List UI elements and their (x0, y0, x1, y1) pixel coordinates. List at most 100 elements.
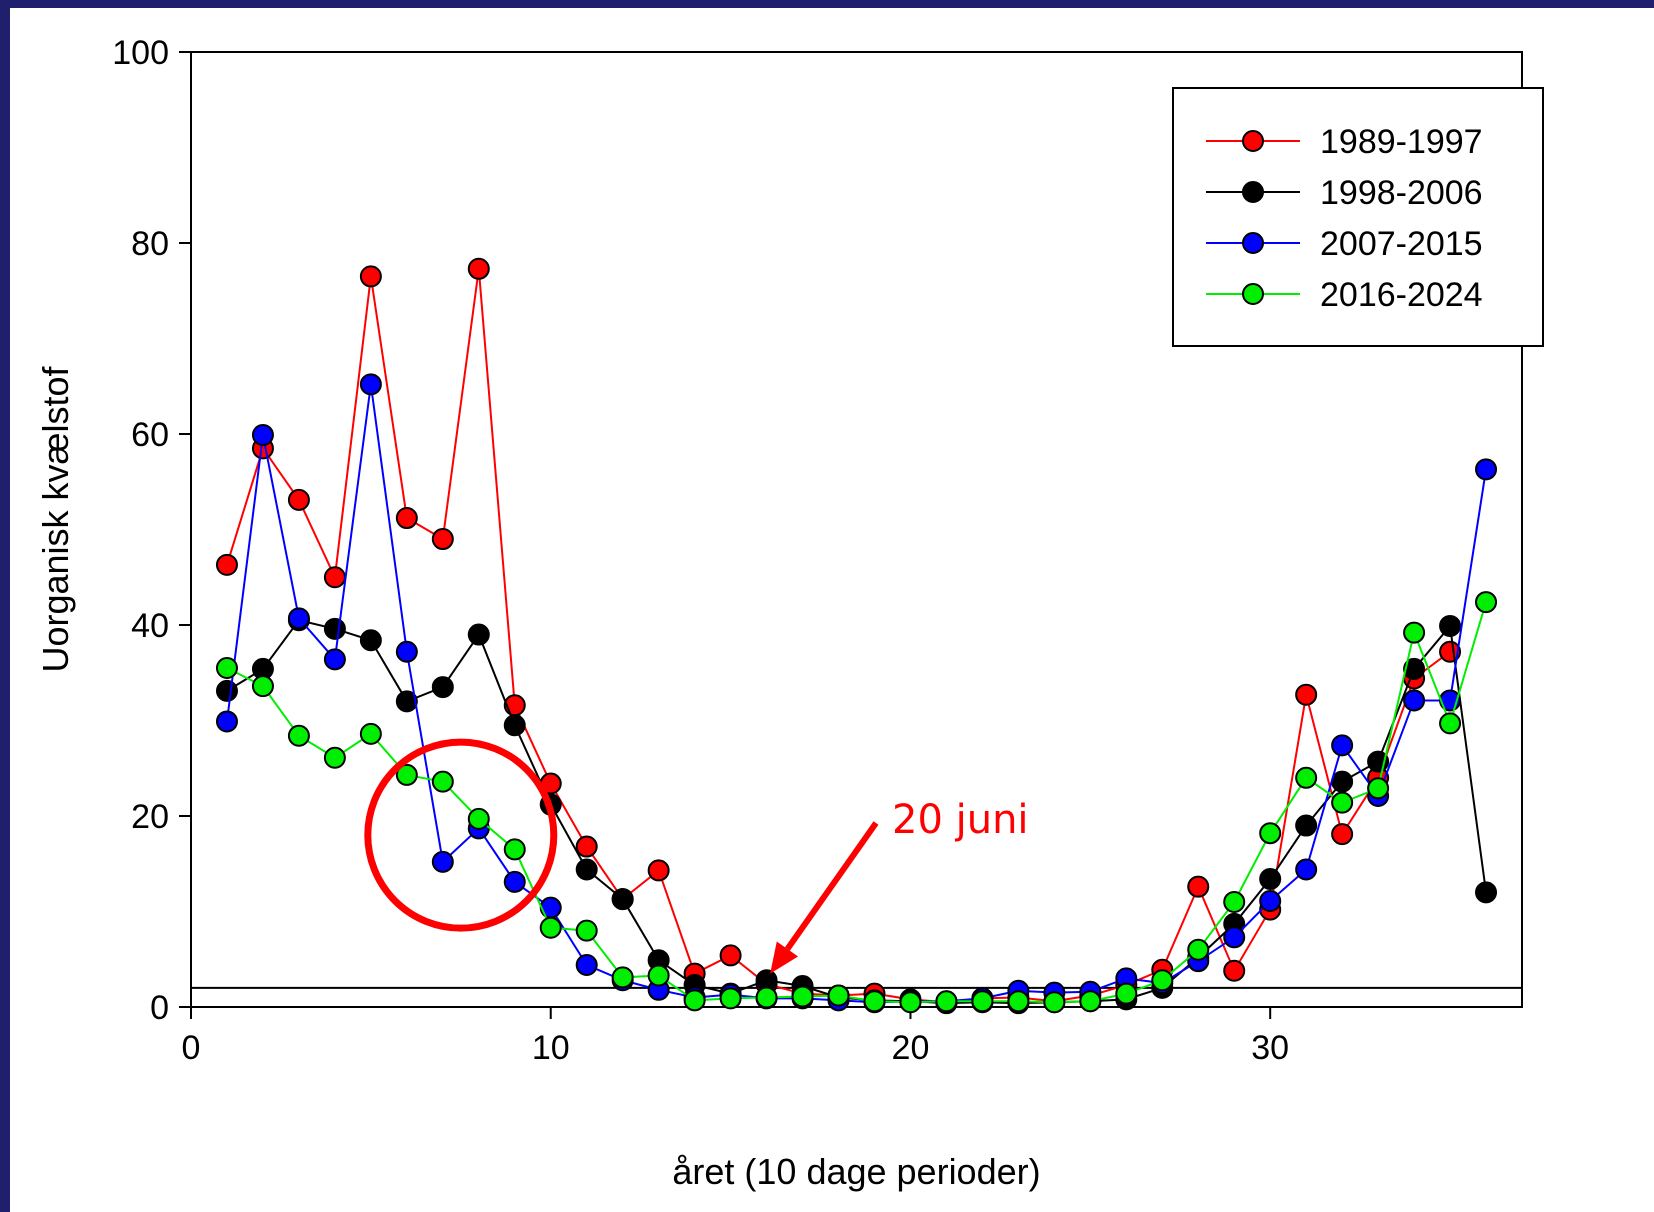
series-line (226, 619, 1488, 1005)
data-point (1295, 766, 1318, 789)
data-point (431, 770, 454, 793)
legend-label: 1998-2006 (1320, 174, 1483, 212)
data-point (215, 710, 238, 733)
data-point (1259, 889, 1282, 912)
highlight-circle (364, 738, 558, 932)
data-point (503, 870, 526, 893)
data-point (251, 423, 274, 446)
data-point (1331, 823, 1354, 846)
data-point (395, 690, 418, 713)
data-point (215, 553, 238, 576)
x-axis-title: året (10 dage perioder) (672, 1151, 1040, 1192)
data-point (1223, 959, 1246, 982)
data-point (359, 265, 382, 288)
y-tick-label: 80 (131, 225, 169, 263)
annotation-label: 20 juni (892, 797, 1029, 843)
legend-item: 2016-2024 (1206, 276, 1483, 314)
data-point (323, 566, 346, 589)
series-line (226, 601, 1487, 1004)
y-tick-label: 40 (131, 607, 169, 645)
data-point (1223, 890, 1246, 913)
data-point (827, 984, 850, 1007)
data-point (503, 838, 526, 861)
legend-item: 1989-1997 (1206, 123, 1483, 161)
data-point (1475, 458, 1498, 481)
data-point (1331, 734, 1354, 757)
annotation-layer: 20 juni (364, 738, 1029, 974)
legend-label: 2016-2024 (1320, 276, 1483, 314)
data-point (971, 990, 994, 1013)
data-point (719, 944, 742, 967)
y-tick-label: 0 (150, 989, 169, 1027)
legend-marker (1242, 181, 1264, 203)
data-point (575, 858, 598, 881)
data-point (1295, 858, 1318, 881)
data-point (899, 991, 922, 1014)
x-tick-label: 30 (1251, 1029, 1289, 1067)
data-point (323, 648, 346, 671)
data-point (287, 607, 310, 630)
data-point (395, 763, 418, 786)
data-point (323, 617, 346, 640)
data-point (1403, 621, 1426, 644)
data-point (575, 835, 598, 858)
y-axis: 0 20 40 60 80 100 (112, 34, 191, 1027)
data-point (1259, 822, 1282, 845)
legend-label: 2007-2015 (1320, 225, 1483, 263)
y-axis-title: Uorganisk kvælstof (35, 365, 76, 672)
arrow-head (770, 941, 799, 974)
data-point (1475, 881, 1498, 904)
data-point (395, 507, 418, 530)
legend-label: 1989-1997 (1320, 123, 1483, 161)
data-point (431, 676, 454, 699)
data-point (1475, 591, 1498, 614)
data-point (611, 966, 634, 989)
data-point (539, 916, 562, 939)
legend-marker (1242, 232, 1264, 254)
series-layer (215, 257, 1498, 1015)
chart-slide: 0 10 20 30 0 20 40 60 80 100 20 juni 1989-1997 19… (10, 8, 1654, 1212)
data-point (1295, 814, 1318, 837)
legend-marker (1242, 283, 1264, 305)
x-tick-label: 0 (182, 1029, 201, 1067)
data-point (1223, 926, 1246, 949)
data-point (251, 675, 274, 698)
legend-item: 1998-2006 (1206, 174, 1483, 212)
data-point (467, 807, 490, 830)
data-point (1295, 683, 1318, 706)
data-point (791, 985, 814, 1008)
arrow-shaft (784, 821, 879, 951)
data-point (575, 919, 598, 942)
data-point (935, 990, 958, 1013)
data-point (503, 714, 526, 737)
data-point (431, 850, 454, 873)
data-point (395, 640, 418, 663)
data-point (467, 623, 490, 646)
data-point (683, 989, 706, 1012)
y-tick-label: 100 (112, 34, 169, 72)
data-point (1439, 712, 1462, 735)
data-point (719, 987, 742, 1010)
data-point (1079, 990, 1102, 1013)
data-point (755, 986, 778, 1009)
data-point (1403, 657, 1426, 680)
data-point (1187, 938, 1210, 961)
series-2016-2024 (215, 591, 1498, 1014)
legend-item: 2007-2015 (1206, 225, 1483, 263)
data-point (1043, 991, 1066, 1014)
data-point (359, 629, 382, 652)
data-point (431, 528, 454, 551)
x-tick-label: 10 (532, 1029, 570, 1067)
data-point (1331, 791, 1354, 814)
data-point (1151, 969, 1174, 992)
data-point (287, 488, 310, 511)
plot-frame (190, 51, 1523, 1008)
y-tick-label: 20 (131, 798, 169, 836)
legend-marker (1242, 130, 1264, 152)
data-point (359, 373, 382, 396)
data-point (287, 724, 310, 747)
legend: 1989-1997 1998-2006 2007-2015 2016-2024 (1172, 87, 1544, 347)
data-point (1403, 689, 1426, 712)
data-point (863, 990, 886, 1013)
